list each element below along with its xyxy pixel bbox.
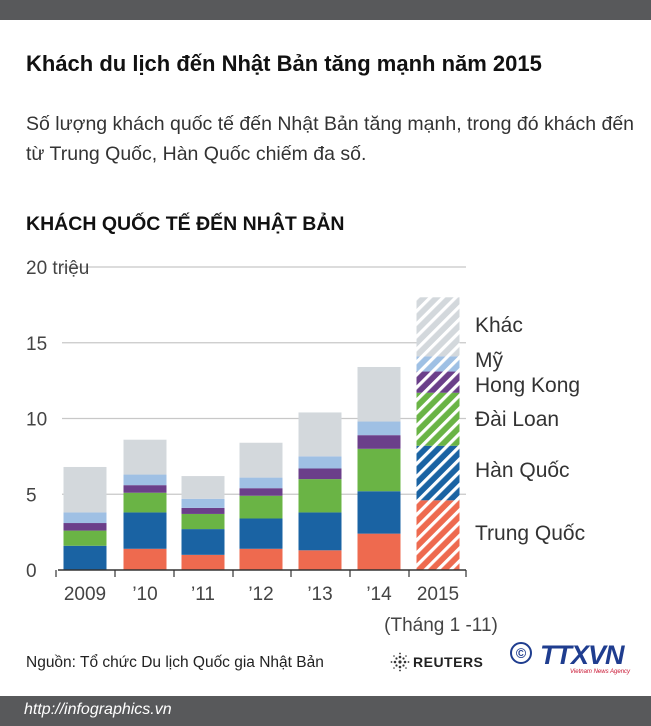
bar-segment — [181, 513, 225, 530]
category-note: (Tháng 1 -11) — [384, 615, 498, 636]
bar-segment — [123, 474, 167, 486]
y-tick-label: 5 — [26, 485, 37, 506]
bar-segment — [181, 498, 225, 508]
x-tick-label: 2009 — [64, 584, 106, 605]
bar-segment — [181, 529, 225, 555]
y-tick-label: 0 — [26, 561, 37, 582]
x-tick-label: ’13 — [307, 584, 332, 605]
bottom-bar: http://infographics.vn — [0, 696, 651, 726]
legend-label: Mỹ — [475, 349, 503, 372]
bar-segment — [239, 495, 283, 519]
bar-segment — [298, 456, 342, 469]
reuters-dots-icon — [390, 652, 410, 672]
reuters-wordmark: REUTERS — [413, 654, 484, 670]
y-tick-label: 15 — [26, 334, 47, 355]
bar-segment — [239, 488, 283, 496]
bar-segment — [357, 533, 401, 570]
legend-label: Đài Loan — [475, 408, 559, 431]
legend-label: Hong Kong — [475, 374, 580, 397]
bar-segment — [181, 554, 225, 570]
bar-segment — [181, 476, 225, 499]
reuters-logo: REUTERS — [390, 651, 483, 673]
bar-segment — [298, 512, 342, 551]
top-bar — [0, 0, 651, 20]
bar-segment — [239, 548, 283, 570]
bar-segment — [357, 366, 401, 422]
bar-segment — [123, 512, 167, 549]
ttxvn-wordmark: TTXVN — [540, 640, 625, 670]
axis-layer: 0 5 10 15 20 triệu 2009 ’10 ’11 ’12 ’13 ’14 2015 (Th… — [26, 258, 498, 636]
bar-segment — [239, 518, 283, 549]
bar-segment — [357, 421, 401, 436]
copyright-icon: © — [510, 642, 532, 664]
bar-segment — [357, 435, 401, 449]
source-note: Nguồn: Tổ chức Du lịch Quốc gia Nhật Bản — [26, 654, 324, 671]
bar-segment — [416, 297, 460, 357]
ttxvn-logo: © TTXVN Vietnam News Agency — [510, 640, 640, 676]
bar-segment — [416, 445, 460, 501]
bar-segment — [181, 507, 225, 514]
legend-label: Trung Quốc — [475, 522, 585, 545]
x-tick-label: ’11 — [191, 584, 215, 605]
bar-segment — [123, 492, 167, 513]
bar-segment — [123, 548, 167, 570]
legend-label: Hàn Quốc — [475, 459, 570, 482]
bar-segment — [416, 500, 460, 570]
ttxvn-subtitle: Vietnam News Agency — [570, 669, 631, 675]
chart-title: KHÁCH QUỐC TẾ ĐẾN NHẬT BẢN — [26, 213, 345, 235]
bar-segment — [123, 485, 167, 493]
legend-label: Khác — [475, 314, 523, 337]
bar-segment — [298, 479, 342, 513]
x-tick-label: ’14 — [366, 584, 392, 605]
bar-segment — [298, 468, 342, 480]
x-tick-label: ’12 — [248, 584, 273, 605]
bar-segment — [357, 491, 401, 534]
stacked-bar-chart: 0 5 10 15 20 triệu 2009 ’10 ’11 ’12 ’13 ’14 2015 (Th… — [26, 258, 585, 636]
bar-segment — [63, 466, 107, 513]
bar-segment — [239, 477, 283, 489]
bar-segment — [298, 550, 342, 570]
page-subtitle: Số lượng khách quốc tế đến Nhật Bản tăng… — [26, 113, 635, 165]
page-title: Khách du lịch đến Nhật Bản tăng mạnh năm… — [26, 51, 542, 76]
bar-segment — [239, 442, 283, 478]
bars-layer — [63, 297, 460, 570]
x-tick-label: ’10 — [132, 584, 157, 605]
y-tick-label: 10 — [26, 410, 47, 431]
bar-segment — [416, 356, 460, 372]
website-link[interactable]: http://infographics.vn — [24, 701, 172, 718]
bar-segment — [357, 448, 401, 492]
bar-segment — [416, 392, 460, 446]
y-tick-label: 20 triệu — [26, 258, 89, 279]
bar-segment — [63, 530, 107, 546]
bar-segment — [63, 512, 107, 524]
bar-segment — [298, 412, 342, 457]
bar-segment — [63, 523, 107, 531]
bar-segment — [123, 439, 167, 475]
x-tick-label: 2015 — [417, 584, 459, 605]
bar-segment — [63, 545, 107, 570]
bar-segment — [416, 371, 460, 393]
